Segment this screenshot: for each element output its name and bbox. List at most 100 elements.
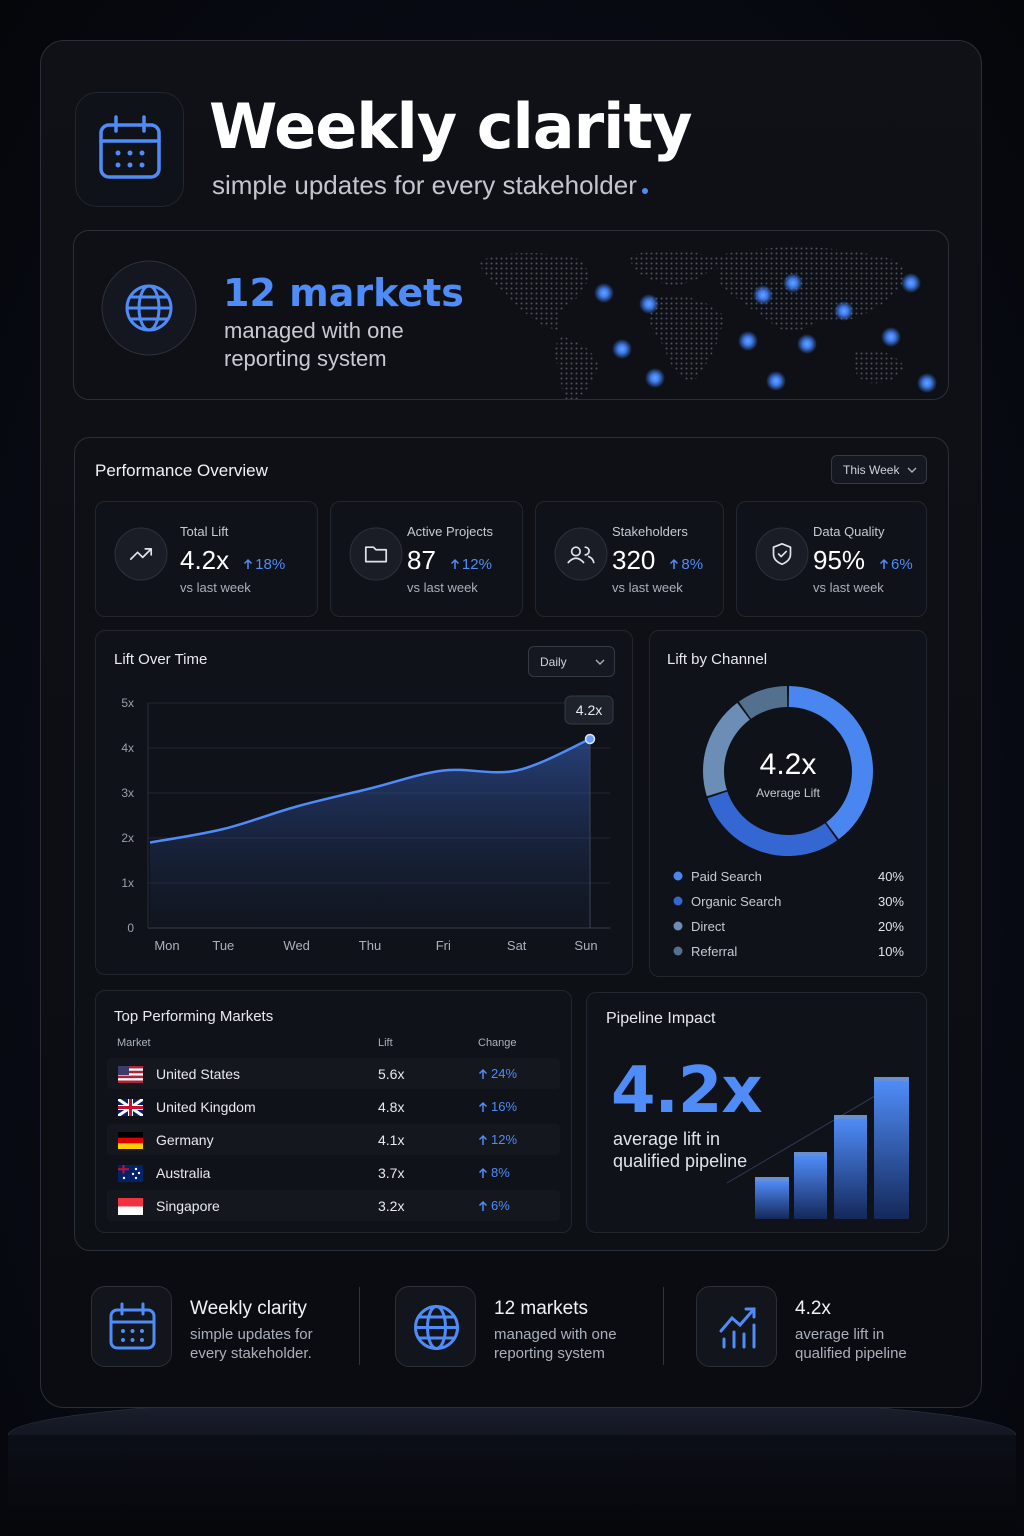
- arrow-shape: [880, 558, 889, 569]
- calendar-icon: [99, 115, 161, 179]
- up-arrow: [478, 1134, 488, 1145]
- divider: [663, 1287, 664, 1365]
- kpi-card: Active Projects 87 12% vs last week: [330, 501, 523, 617]
- interval-dropdown[interactable]: Daily: [528, 646, 615, 677]
- icon-circle: [554, 527, 608, 581]
- flag-bottom: [118, 1206, 143, 1215]
- flag-stripe: [118, 1080, 143, 1083]
- kpi-note: vs last week: [813, 580, 884, 595]
- kpi-change: 12%: [461, 556, 492, 573]
- accent-dot: [641, 188, 648, 194]
- arrow-shape: [244, 558, 253, 569]
- kpi-note: vs last week: [612, 580, 683, 595]
- market-name: United Kingdom: [156, 1099, 256, 1115]
- flag: [118, 1099, 143, 1116]
- arrow-shape: [478, 1134, 488, 1145]
- donut-title: Lift by Channel: [667, 651, 768, 668]
- period-label: This Week: [843, 462, 900, 477]
- footer-glyph: [414, 1305, 459, 1350]
- flag: [118, 1198, 143, 1215]
- arrow-shape: [478, 1200, 488, 1211]
- footer-text: simple updates for every stakeholder.: [190, 1326, 313, 1362]
- arrow-shape: [478, 1167, 488, 1178]
- footer-text: average lift in qualified pipeline: [795, 1326, 907, 1362]
- flag-star: [131, 1172, 135, 1176]
- kpi-value: 95%: [813, 545, 866, 575]
- footer-icon: [395, 1286, 476, 1367]
- icon-glyph: [364, 546, 388, 563]
- pedestal-base: [8, 1435, 1016, 1536]
- column-header: Market: [117, 1037, 151, 1049]
- icon-glyph: [129, 548, 153, 560]
- world-map: [479, 247, 937, 399]
- interval-label: Daily: [540, 654, 567, 669]
- footer-title: 12 markets: [494, 1298, 588, 1319]
- footer-glyph: [109, 1302, 156, 1350]
- flag-star: [134, 1176, 138, 1180]
- kpi-card: Data Quality 95% 6% vs last week: [736, 501, 927, 617]
- up-arrow: [450, 558, 459, 569]
- kpi-label: Total Lift: [180, 524, 229, 539]
- flag-stripe: [118, 1078, 143, 1081]
- market-name: Germany: [156, 1132, 214, 1148]
- kpi-note: vs last week: [180, 580, 251, 595]
- flag-top: [118, 1198, 143, 1207]
- subtitle: simple updates for every stakeholder: [212, 170, 637, 200]
- flag: [118, 1132, 143, 1149]
- up-arrow: [670, 558, 679, 569]
- icon-circle: [755, 527, 809, 581]
- kpi-change: 18%: [255, 556, 286, 573]
- flag-star: [134, 1167, 138, 1171]
- hero-text: managed with one reporting system: [224, 318, 404, 371]
- flag-stripe: [118, 1137, 143, 1144]
- market-change: 12%: [491, 1132, 518, 1147]
- market-lift: 4.8x: [378, 1099, 405, 1115]
- kpi-label: Data Quality: [813, 524, 885, 539]
- market-lift: 3.7x: [378, 1165, 405, 1181]
- market-markers: [594, 273, 937, 393]
- flag-stripe: [118, 1068, 143, 1071]
- up-arrow: [478, 1167, 488, 1178]
- divider: [359, 1287, 360, 1365]
- growth-bars: [726, 1077, 909, 1219]
- market-name: Australia: [156, 1165, 211, 1181]
- market-lift: 4.1x: [378, 1132, 405, 1148]
- up-arrow: [478, 1200, 488, 1211]
- flag-stripe: [118, 1073, 143, 1076]
- subtitle-row: simple updates for every stakeholder: [212, 170, 648, 201]
- chevron: [595, 659, 605, 665]
- hero-value: 12 markets: [223, 271, 464, 315]
- flag-stripe: [118, 1132, 143, 1138]
- kpi-card: Total Lift 4.2x 18% vs last week: [95, 501, 318, 617]
- icon-glyph: [772, 542, 792, 566]
- flag-canton: [118, 1066, 129, 1075]
- donut-card: [649, 630, 927, 977]
- pipeline-value: 4.2x: [611, 1054, 763, 1128]
- line-card: [95, 630, 633, 975]
- table-row: [107, 1190, 560, 1221]
- kpi-value: 320: [612, 545, 656, 575]
- icon-circle: [114, 527, 168, 581]
- kpi-value: 4.2x: [180, 545, 230, 575]
- kpi-change: 8%: [681, 556, 704, 573]
- globe-icon: [101, 260, 197, 356]
- hero-card: 12 markets managed with one reporting sy…: [73, 230, 949, 400]
- flag: [118, 1165, 143, 1182]
- period-dropdown[interactable]: This Week: [831, 455, 927, 484]
- arrow-shape: [450, 558, 459, 569]
- up-arrow: [880, 558, 889, 569]
- icon-glyph: [567, 546, 595, 564]
- market-change: 24%: [491, 1066, 518, 1081]
- kpi-note: vs last week: [407, 580, 478, 595]
- kpi-icon: [755, 527, 809, 581]
- table-row: [107, 1058, 560, 1089]
- title: Weekly clarity: [209, 90, 692, 163]
- market-change: 8%: [491, 1165, 510, 1180]
- arrow-shape: [670, 558, 679, 569]
- pipeline-text: average lift in qualified pipeline: [613, 1129, 748, 1171]
- market-name: United States: [156, 1066, 241, 1082]
- arrow-shape: [478, 1068, 488, 1079]
- kpi-icon: [349, 527, 403, 581]
